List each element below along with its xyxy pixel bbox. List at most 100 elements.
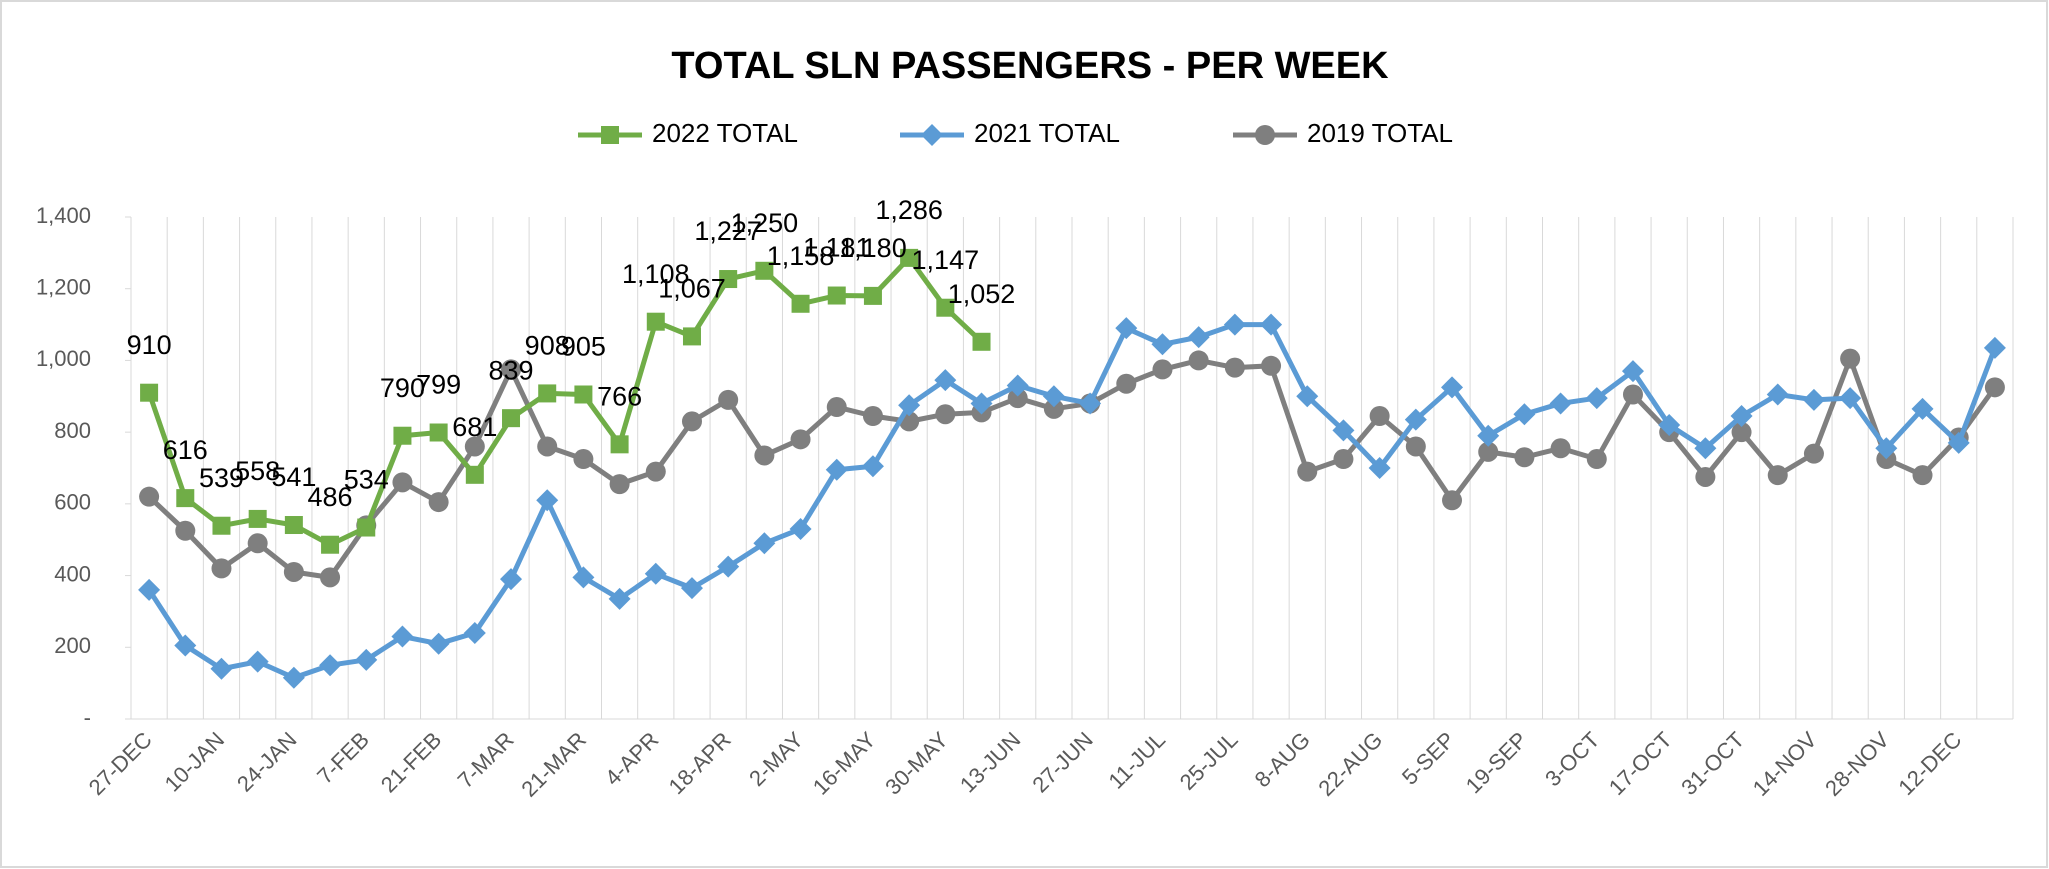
data-point (321, 535, 340, 554)
data-point (825, 458, 848, 481)
data-point (139, 486, 160, 507)
data-label: 908 (525, 331, 570, 361)
data-point (1730, 405, 1753, 428)
data-point (682, 327, 701, 346)
data-point (645, 461, 666, 482)
data-point (1695, 466, 1716, 487)
data-point (174, 634, 197, 657)
data-point (1152, 359, 1173, 380)
data-point (500, 568, 523, 591)
data-point (465, 465, 484, 484)
data-point (536, 489, 559, 512)
legend-label: 2019 TOTAL (1307, 118, 1453, 148)
data-point (1513, 403, 1536, 426)
data-point (502, 409, 521, 428)
data-label: 910 (127, 330, 172, 360)
data-point (1261, 355, 1282, 376)
data-point (1007, 388, 1028, 409)
data-point (861, 455, 884, 478)
data-label: 1,158 (767, 241, 835, 271)
data-point (246, 650, 269, 673)
data-label: 839 (488, 355, 533, 385)
data-point (463, 621, 486, 644)
legend-marker (1255, 125, 1275, 145)
data-point (1116, 373, 1137, 394)
data-point (1115, 317, 1138, 340)
data-label: 766 (597, 381, 642, 411)
legend-marker (601, 126, 619, 144)
data-point (1368, 457, 1391, 479)
data-point (574, 385, 593, 404)
data-point (1767, 465, 1788, 486)
data-point (717, 555, 740, 578)
y-tick-label: 1,400 (36, 203, 91, 228)
data-label: 905 (561, 332, 606, 362)
data-point (789, 517, 812, 540)
data-point (862, 406, 883, 427)
data-point (827, 286, 846, 305)
data-point (644, 562, 667, 585)
data-point (283, 561, 304, 582)
data-label: 1,250 (731, 208, 799, 238)
data-point (176, 489, 195, 508)
data-point (898, 394, 921, 417)
series-line (147, 322, 1998, 681)
data-point (537, 436, 558, 457)
data-point (392, 472, 413, 493)
data-label: 534 (344, 465, 389, 495)
data-point (1477, 424, 1500, 447)
data-point (248, 509, 267, 528)
data-point (1223, 313, 1246, 336)
data-point (428, 492, 449, 513)
data-point (1839, 387, 1862, 410)
data-point (1042, 385, 1065, 408)
data-point (1912, 465, 1933, 486)
data-point (138, 578, 161, 601)
data-point (1260, 313, 1283, 336)
data-point (429, 423, 448, 442)
data-point (718, 389, 739, 410)
data-point (501, 359, 522, 380)
data-point (140, 383, 159, 402)
data-label: 558 (235, 456, 280, 486)
data-point (1296, 385, 1319, 408)
legend-label: 2021 TOTAL (974, 118, 1120, 148)
data-point (1333, 449, 1354, 470)
data-point (1983, 336, 2006, 359)
data-point (863, 286, 882, 305)
data-point (754, 445, 775, 466)
y-tick-label: - (84, 705, 91, 730)
data-point (1622, 384, 1643, 405)
data-point (1187, 326, 1210, 349)
data-point (609, 474, 630, 495)
data-point (680, 577, 703, 600)
data-label: 1,067 (658, 274, 726, 304)
data-point (1478, 441, 1499, 462)
data-label: 1,286 (875, 195, 943, 225)
data-point (284, 516, 303, 535)
data-point (1802, 388, 1825, 411)
y-tick-label: 200 (54, 633, 91, 658)
series-line (147, 356, 1997, 580)
data-point (1369, 406, 1390, 427)
data-point (211, 558, 232, 579)
data-point (610, 435, 629, 454)
chart-title: TOTAL SLN PASSENGERS - PER WEEK (671, 45, 1389, 87)
data-point (1984, 377, 2005, 398)
data-point (1658, 413, 1681, 436)
legend-label: 2022 TOTAL (652, 118, 798, 148)
data-point (791, 294, 810, 313)
data-point (972, 332, 991, 351)
data-point (282, 666, 305, 689)
data-point (1151, 333, 1174, 356)
data-point (1586, 449, 1607, 470)
data-point (320, 567, 341, 588)
data-point (175, 520, 196, 541)
data-point (900, 248, 919, 267)
data-point (646, 312, 665, 331)
data-point (753, 532, 776, 555)
data-point (357, 518, 376, 537)
data-label: 1,180 (839, 233, 907, 263)
data-label: 616 (163, 435, 208, 465)
